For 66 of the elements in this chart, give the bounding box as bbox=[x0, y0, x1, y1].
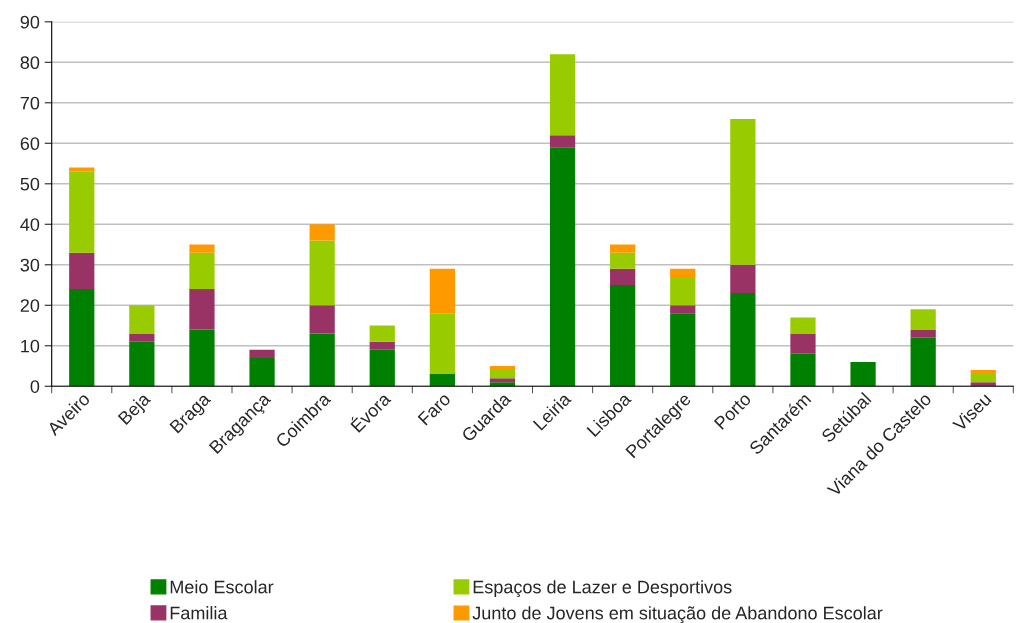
bar bbox=[309, 305, 335, 334]
bar bbox=[249, 357, 275, 387]
bar bbox=[790, 333, 816, 354]
bar bbox=[670, 305, 696, 314]
y-tick-label: 10 bbox=[21, 339, 40, 353]
y-tick-label: 80 bbox=[20, 56, 40, 70]
bar bbox=[129, 305, 155, 334]
bar bbox=[610, 285, 636, 387]
bar bbox=[489, 370, 516, 379]
y-tick-label: 70 bbox=[20, 96, 40, 110]
legend-label: Junto de Jovens em situação de Abandono Escolar bbox=[472, 606, 883, 623]
bar bbox=[189, 244, 215, 253]
bar bbox=[549, 135, 576, 148]
bar bbox=[790, 353, 816, 387]
bar bbox=[970, 370, 996, 375]
y-tick-label: 90 bbox=[20, 15, 40, 29]
bar bbox=[69, 289, 95, 387]
bar bbox=[910, 329, 936, 338]
bar bbox=[189, 329, 215, 387]
bar bbox=[970, 382, 996, 387]
y-tick-label: 0 bbox=[30, 380, 40, 393]
bar bbox=[429, 268, 455, 314]
x-tick-label: Beja bbox=[117, 391, 154, 428]
bar bbox=[369, 349, 395, 387]
legend-label: Meio Escolar bbox=[170, 580, 274, 594]
bar bbox=[429, 313, 455, 375]
bar bbox=[69, 252, 95, 290]
bar bbox=[489, 382, 516, 387]
bar bbox=[670, 268, 696, 277]
bar bbox=[610, 244, 636, 253]
bar bbox=[970, 374, 996, 383]
bar bbox=[369, 325, 395, 342]
legend-label: Espaços de Lazer e Desportivos bbox=[473, 580, 732, 598]
bar bbox=[249, 349, 275, 358]
legend-label: Familia bbox=[170, 606, 228, 620]
bar bbox=[489, 366, 516, 371]
bar bbox=[69, 167, 95, 172]
bar bbox=[129, 333, 155, 342]
y-tick-label: 20 bbox=[20, 299, 40, 312]
bar bbox=[369, 341, 395, 350]
y-tick-label: 60 bbox=[20, 137, 40, 151]
bar bbox=[489, 378, 516, 383]
bar bbox=[790, 317, 816, 334]
bar bbox=[910, 309, 936, 330]
bar bbox=[129, 341, 155, 387]
bar bbox=[69, 171, 95, 253]
bar bbox=[610, 252, 636, 269]
bar bbox=[189, 289, 215, 330]
bar bbox=[549, 147, 576, 387]
bar bbox=[910, 337, 936, 387]
bar bbox=[730, 264, 756, 294]
bar bbox=[730, 293, 756, 387]
y-tick-label: 30 bbox=[20, 258, 40, 272]
bar bbox=[429, 374, 455, 387]
bar bbox=[309, 224, 335, 241]
bar bbox=[610, 268, 636, 286]
y-tick-label: 40 bbox=[20, 218, 40, 231]
bar bbox=[309, 240, 335, 306]
bar bbox=[670, 276, 696, 306]
bar bbox=[309, 333, 335, 387]
bar bbox=[189, 252, 215, 290]
bar bbox=[850, 361, 876, 387]
y-tick-label: 50 bbox=[20, 177, 40, 191]
bar bbox=[549, 54, 576, 136]
bar bbox=[730, 118, 756, 265]
bar bbox=[670, 313, 696, 387]
